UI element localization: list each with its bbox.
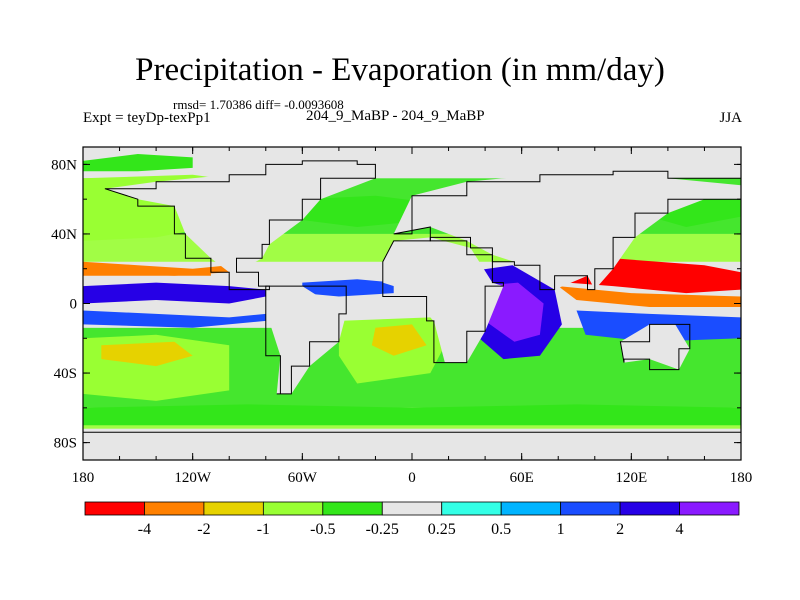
chart-title: Precipitation - Evaporation (in mm/day)	[135, 52, 665, 88]
colorbar-box	[84, 501, 145, 516]
colorbar-box	[144, 501, 205, 516]
colorbar-box	[679, 501, 740, 516]
land-mask	[265, 286, 347, 394]
colorbar-label: -1	[257, 521, 270, 538]
colorbar-label: 2	[616, 521, 624, 538]
x-tick-label: 60W	[288, 470, 318, 486]
colorbar-label: 1	[557, 521, 565, 538]
colorbar-box	[381, 501, 443, 516]
land-mask	[620, 324, 690, 370]
coastlines	[83, 160, 741, 460]
colorbar-box	[619, 501, 680, 516]
runs-label: 204_9_MaBP - 204_9_MaBP	[306, 108, 485, 124]
x-tick-label: 180	[72, 470, 95, 486]
region-southern-ocean-wet	[83, 404, 741, 426]
x-tick-label: 0	[408, 470, 416, 486]
colorbar-label: 0.25	[428, 521, 456, 538]
y-tick-label: 40N	[51, 227, 77, 243]
region-pacific-north-orange	[83, 265, 211, 276]
colorbar-label: -2	[197, 521, 210, 538]
x-tick-label: 120E	[615, 470, 647, 486]
region-atlantic-itcz	[302, 279, 394, 297]
experiment-label: Expt = teyDp-texPp1	[83, 110, 211, 126]
colorbar: -4 -2 -1 -0.5 -0.25 0.25 0.5 1 2 4	[84, 501, 740, 538]
colorbar-label: -0.5	[310, 521, 335, 538]
land-mask	[83, 432, 741, 460]
coastline	[83, 431, 741, 460]
colorbar-label: 0.5	[491, 521, 511, 538]
x-tick-label: 180	[730, 470, 753, 486]
colorbar-box	[203, 501, 264, 516]
colorbar-box	[262, 501, 324, 516]
y-tick-label: 80S	[54, 436, 77, 452]
region-pacific-cold-tongue	[83, 310, 266, 328]
colorbar-box	[441, 501, 502, 516]
colorbar-label: 4	[676, 521, 684, 538]
coastline	[265, 285, 347, 395]
x-tick-label: 120W	[174, 470, 212, 486]
axes: 180 120W 60W 0 60E 120E 180 80N 40N 0 40S 80S	[51, 147, 752, 486]
colorbar-box	[500, 501, 562, 516]
coastline	[619, 323, 691, 371]
region-arctic-moist	[83, 154, 193, 172]
colorbar-label: -4	[138, 521, 151, 538]
coastline	[382, 236, 504, 364]
y-tick-label: 40S	[54, 366, 77, 382]
map-field	[83, 147, 741, 460]
land-mask	[393, 171, 741, 290]
colorbar-box	[560, 501, 621, 516]
coastline	[104, 160, 376, 291]
region-pacific-itcz	[83, 282, 266, 304]
region-south-pacific-yellow	[101, 341, 193, 367]
x-tick-label: 60E	[510, 470, 534, 486]
stats-label: rmsd= 1.70386 diff= -0.0093608	[173, 97, 344, 112]
y-tick-label: 0	[70, 297, 78, 313]
land-mask	[104, 160, 376, 290]
colorbar-label: -0.25	[366, 521, 399, 538]
coastline	[393, 170, 741, 291]
y-tick-label: 80N	[51, 157, 77, 173]
season-label: JJA	[719, 110, 742, 126]
colorbar-box	[322, 501, 383, 516]
region-west-pacific-orange	[558, 286, 741, 307]
region-north-atlantic-moist	[302, 195, 431, 227]
region-south-atlantic-yellow	[371, 324, 427, 356]
